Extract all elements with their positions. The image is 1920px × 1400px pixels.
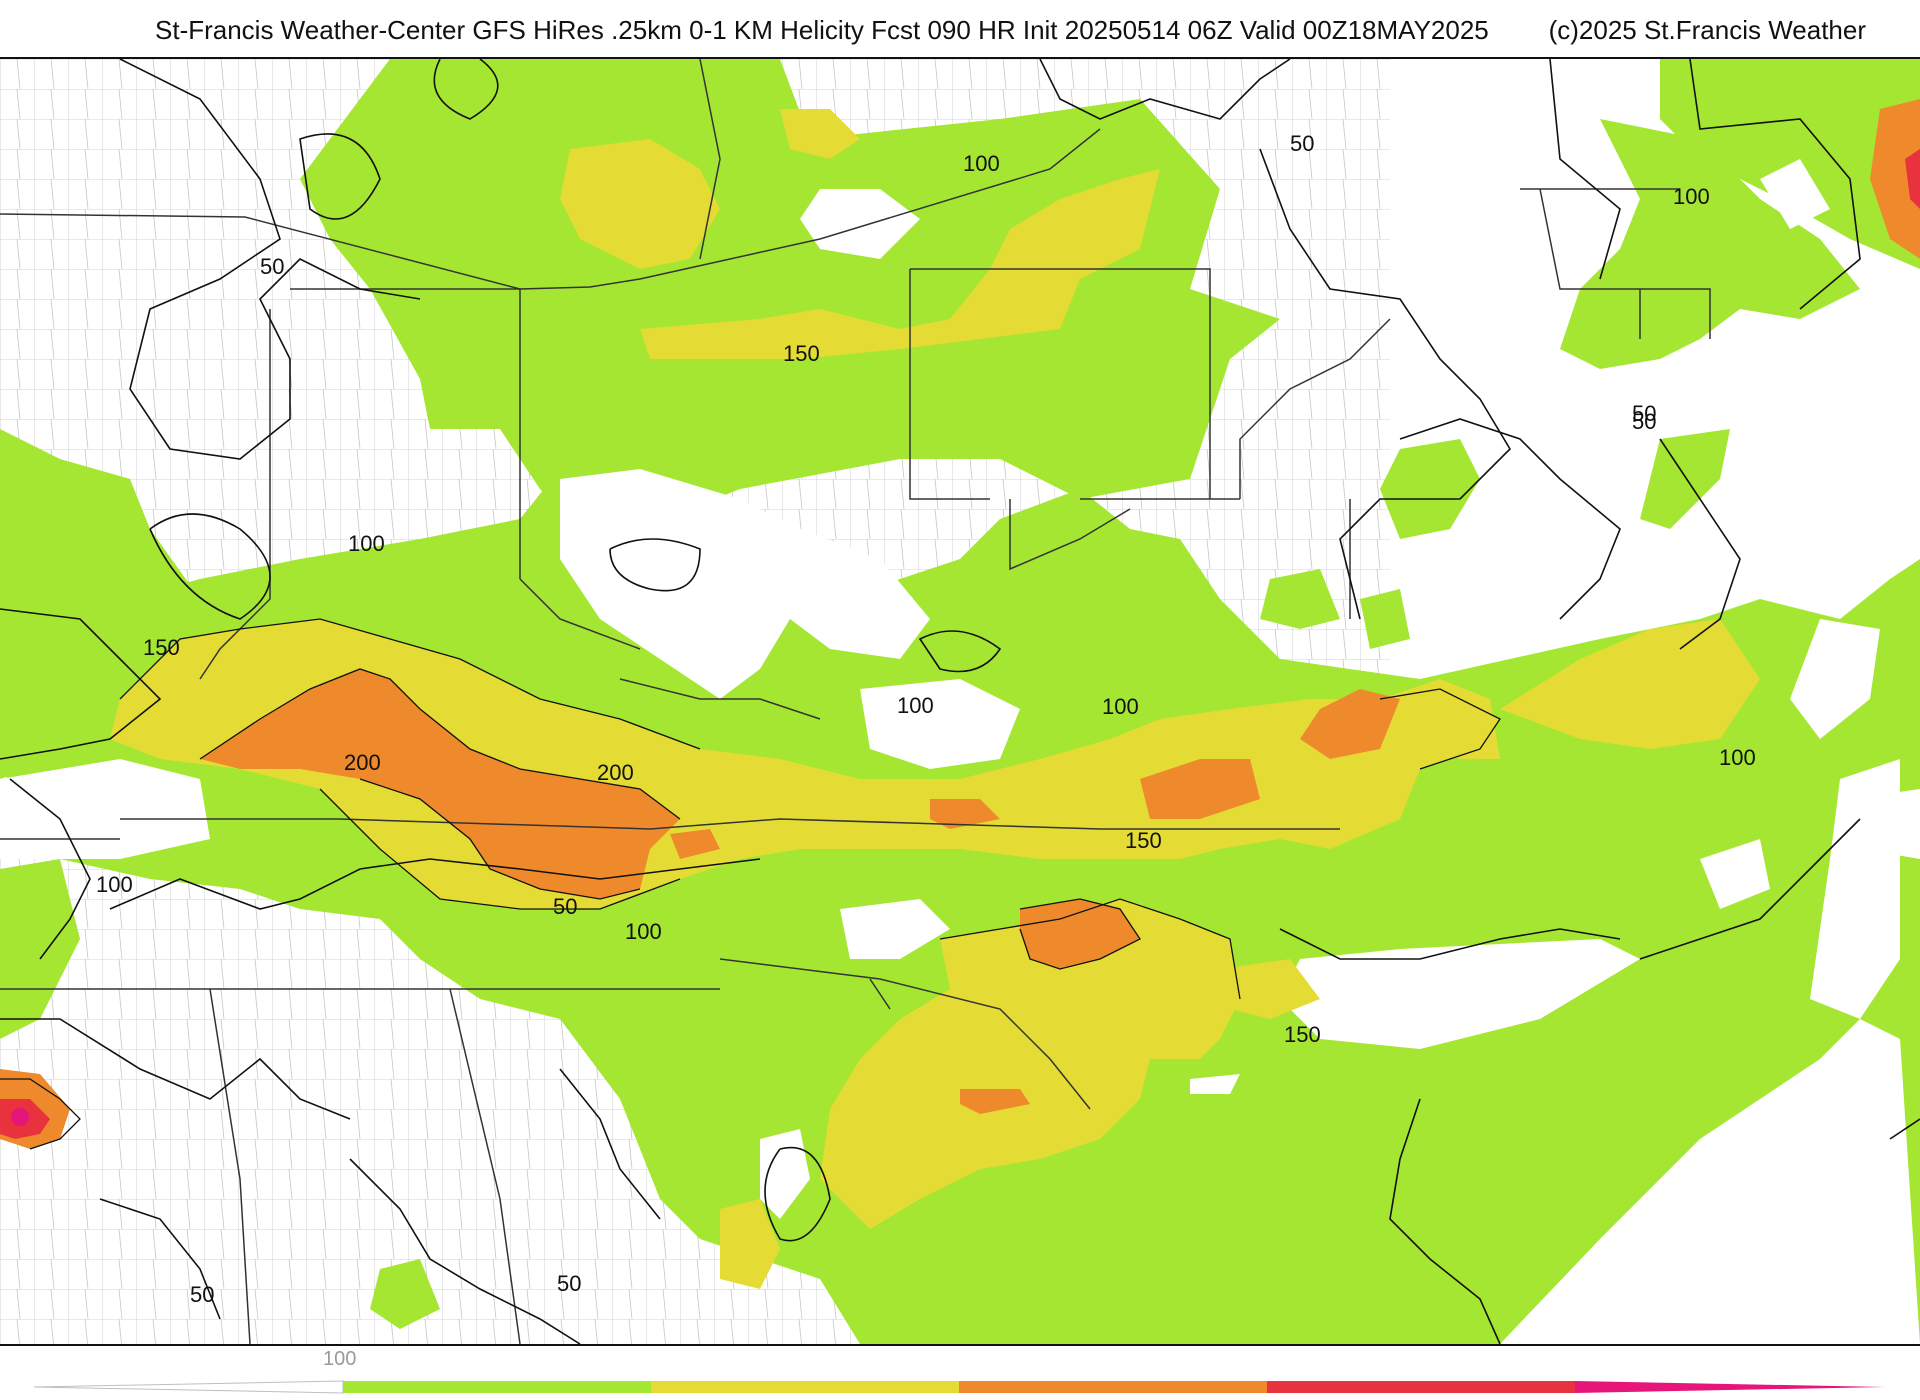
map-title: St-Francis Weather-Center GFS HiRes .25k… bbox=[155, 15, 1489, 45]
contour-label: 150 bbox=[143, 635, 180, 660]
contour-label: 50 bbox=[190, 1282, 214, 1307]
helicity-map: 50 100 50 100 50 150 50 100 150 200 200 … bbox=[0, 57, 1920, 1346]
contour-label: 50 bbox=[1632, 409, 1656, 434]
legend-bin-green bbox=[343, 1381, 651, 1393]
contour-label: 100 bbox=[963, 151, 1000, 176]
helicity-contours bbox=[0, 59, 1920, 1344]
contour-label: 100 bbox=[625, 919, 662, 944]
legend-bin-orange bbox=[959, 1381, 1267, 1393]
contour-label: 50 bbox=[553, 894, 577, 919]
extreme-helicity-cells bbox=[0, 149, 1920, 1139]
legend-bin-red bbox=[1267, 1381, 1575, 1393]
legend-bin-yellow bbox=[651, 1381, 959, 1393]
contour-labels: 50 100 50 100 50 150 50 100 150 200 200 … bbox=[96, 131, 1756, 1307]
contour-label: 200 bbox=[597, 760, 634, 785]
contour-label: 150 bbox=[1284, 1022, 1321, 1047]
contour-label: 100 bbox=[1102, 694, 1139, 719]
contour-label: 100 bbox=[1719, 745, 1756, 770]
contour-label: 100 bbox=[96, 872, 133, 897]
legend-tick-label: 100 bbox=[323, 1348, 357, 1370]
contour-label: 100 bbox=[1673, 184, 1710, 209]
copyright-text: (c)2025 St.Francis Weather bbox=[1548, 15, 1866, 45]
contour-label: 150 bbox=[1125, 828, 1162, 853]
orange-helicity-regions bbox=[0, 99, 1920, 1149]
contour-label: 150 bbox=[783, 341, 820, 366]
header: St-Francis Weather-Center GFS HiRes .25k… bbox=[0, 0, 1920, 56]
state-boundaries bbox=[0, 59, 1711, 1344]
contour-label: 50 bbox=[557, 1271, 581, 1296]
contour-label: 50 bbox=[260, 254, 284, 279]
contour-label: 100 bbox=[897, 693, 934, 718]
contour-label: 50 bbox=[1632, 401, 1656, 426]
contour-label: 100 bbox=[348, 531, 385, 556]
legend-bin-white bbox=[33, 1380, 344, 1394]
high-helicity-contours bbox=[0, 618, 1501, 1150]
legend-bin-magenta bbox=[1575, 1381, 1885, 1393]
contour-label: 50 bbox=[1290, 131, 1314, 156]
contour-label: 200 bbox=[344, 750, 381, 775]
yellow-helicity-regions bbox=[110, 109, 1760, 1289]
low-helicity-areas bbox=[0, 159, 1920, 1344]
color-scale-legend: 100 bbox=[0, 1342, 1920, 1400]
